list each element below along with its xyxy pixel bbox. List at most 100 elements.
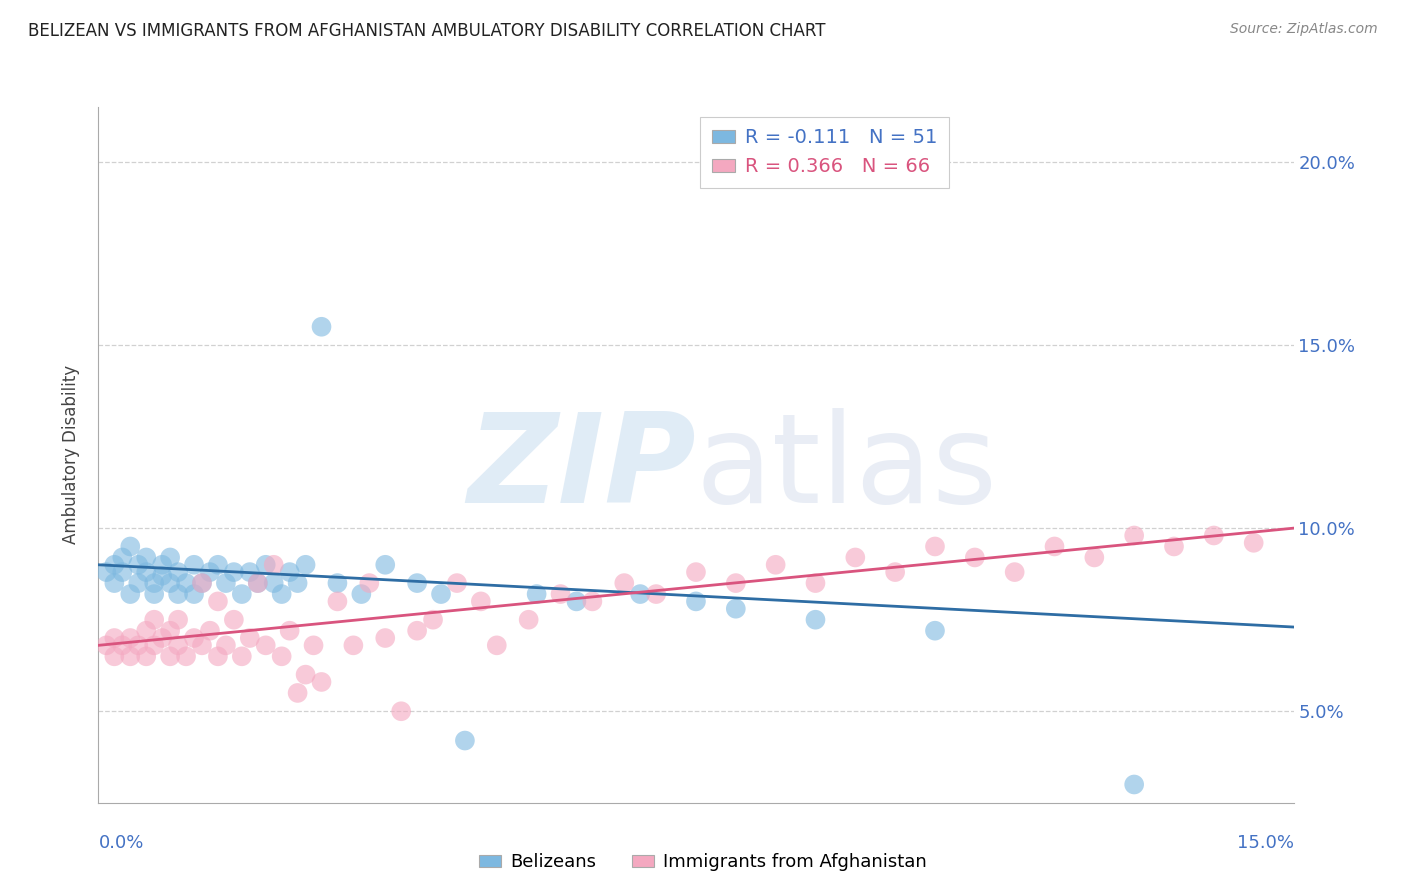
Point [239, 631, 262, 645]
Point [485, 638, 508, 652]
Point [724, 601, 747, 615]
Point [1202, 528, 1225, 542]
Text: ZIP: ZIP [467, 409, 696, 529]
Point [1123, 528, 1146, 542]
Point [103, 631, 125, 645]
Point [174, 649, 197, 664]
Text: BELIZEAN VS IMMIGRANTS FROM AFGHANISTAN AMBULATORY DISABILITY CORRELATION CHART: BELIZEAN VS IMMIGRANTS FROM AFGHANISTAN … [28, 22, 825, 40]
Text: atlas: atlas [696, 409, 998, 529]
Point [294, 558, 316, 572]
Point [159, 576, 181, 591]
Point [143, 613, 166, 627]
Point [183, 631, 205, 645]
Point [517, 613, 540, 627]
Point [1083, 550, 1105, 565]
Point [135, 550, 157, 565]
Point [174, 576, 197, 591]
Point [159, 624, 181, 638]
Point [120, 540, 142, 554]
Point [103, 576, 125, 591]
Point [685, 565, 707, 579]
Point [765, 558, 787, 572]
Point [191, 576, 214, 591]
Point [263, 558, 285, 572]
Point [406, 576, 429, 591]
Point [311, 675, 333, 690]
Point [287, 576, 309, 591]
Point [422, 613, 444, 627]
Point [326, 594, 349, 608]
Point [198, 565, 221, 579]
Point [120, 587, 142, 601]
Point [374, 558, 396, 572]
Point [120, 649, 142, 664]
Point [254, 638, 277, 652]
Point [150, 558, 173, 572]
Point [526, 587, 548, 601]
Point [231, 649, 253, 664]
Point [127, 558, 149, 572]
Point [111, 565, 134, 579]
Point [359, 576, 381, 591]
Point [270, 587, 292, 601]
Point [454, 733, 477, 747]
Point [374, 631, 396, 645]
Point [135, 649, 157, 664]
Point [191, 576, 214, 591]
Point [103, 558, 125, 572]
Point [326, 576, 349, 591]
Point [96, 638, 118, 652]
Point [127, 638, 149, 652]
Point [350, 587, 373, 601]
Point [207, 649, 229, 664]
Point [278, 624, 301, 638]
Point [1163, 540, 1185, 554]
Point [167, 587, 190, 601]
Point [231, 587, 253, 601]
Text: 0.0%: 0.0% [98, 834, 143, 852]
Point [167, 565, 190, 579]
Point [565, 594, 588, 608]
Point [183, 558, 205, 572]
Point [430, 587, 453, 601]
Point [150, 568, 173, 582]
Point [804, 576, 827, 591]
Point [167, 613, 190, 627]
Point [150, 631, 173, 645]
Text: Source: ZipAtlas.com: Source: ZipAtlas.com [1230, 22, 1378, 37]
Point [550, 587, 572, 601]
Point [1123, 777, 1146, 791]
Y-axis label: Ambulatory Disability: Ambulatory Disability [62, 366, 80, 544]
Point [167, 638, 190, 652]
Point [222, 565, 245, 579]
Point [389, 704, 412, 718]
Point [294, 667, 316, 681]
Legend: Belizeans, Immigrants from Afghanistan: Belizeans, Immigrants from Afghanistan [472, 847, 934, 879]
Point [127, 576, 149, 591]
Point [1004, 565, 1026, 579]
Point [143, 576, 166, 591]
Point [135, 624, 157, 638]
Point [246, 576, 269, 591]
Point [628, 587, 651, 601]
Point [470, 594, 492, 608]
Point [263, 576, 285, 591]
Point [120, 631, 142, 645]
Point [159, 649, 181, 664]
Point [844, 550, 866, 565]
Point [183, 587, 205, 601]
Point [254, 558, 277, 572]
Text: 15.0%: 15.0% [1236, 834, 1294, 852]
Point [645, 587, 668, 601]
Point [302, 638, 325, 652]
Point [215, 638, 238, 652]
Point [215, 576, 238, 591]
Point [1243, 536, 1265, 550]
Point [804, 613, 827, 627]
Point [207, 558, 229, 572]
Point [613, 576, 636, 591]
Point [924, 540, 946, 554]
Point [239, 565, 262, 579]
Point [191, 638, 214, 652]
Point [111, 550, 134, 565]
